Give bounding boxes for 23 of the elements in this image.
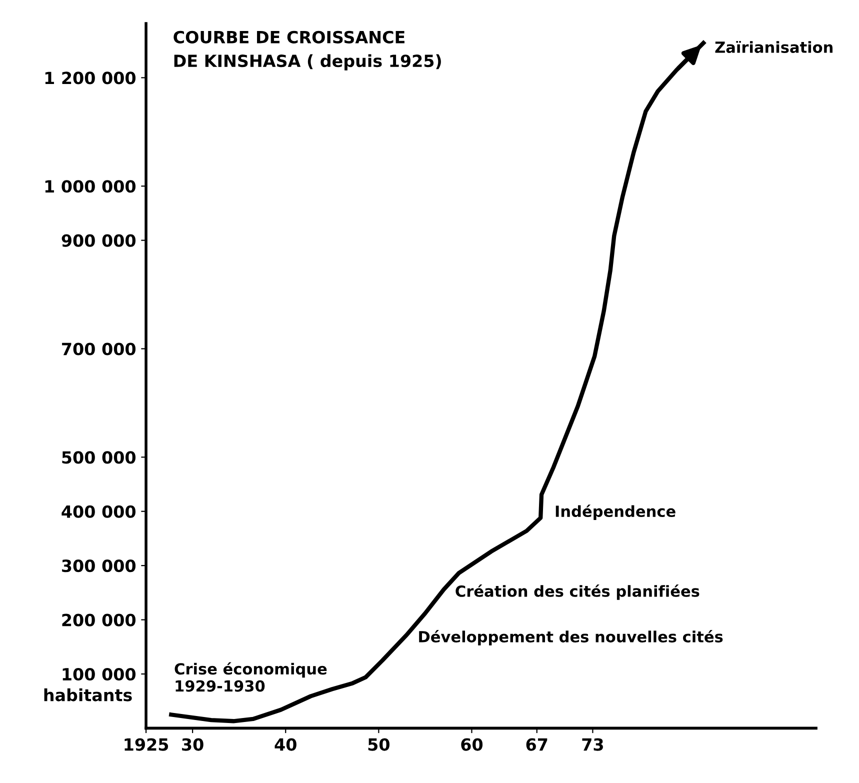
annotation: Indépendence <box>556 504 676 520</box>
annotation: Développement des nouvelles cités <box>419 630 723 646</box>
y-tick-label: 1 000 000 <box>45 180 136 193</box>
annotation: Création des cités planifiées <box>456 584 700 600</box>
y-tick-label: 100 000 <box>62 668 136 681</box>
x-tick-label: 60 <box>461 738 483 751</box>
x-tick-label: 1925 <box>124 738 168 751</box>
x-tick-label: 40 <box>274 738 296 751</box>
y-tick-label: 500 000 <box>62 451 136 464</box>
y-tick-label: 200 000 <box>62 614 136 626</box>
x-tick-label: 73 <box>582 738 603 751</box>
y-tick-label: 1 200 000 <box>45 72 136 84</box>
y-tick-label: 400 000 <box>62 505 136 518</box>
x-tick-label: 50 <box>368 738 390 751</box>
annotation: Crise économique 1929-1930 <box>174 662 327 692</box>
y-tick-label: 900 000 <box>62 234 136 247</box>
y-tick-label: 300 000 <box>62 560 136 572</box>
x-tick-label: 30 <box>182 738 204 751</box>
y-tick-label: 700 000 <box>62 342 136 356</box>
annotation: Zaïrianisation <box>715 40 832 53</box>
y-axis-title: habitants <box>44 688 132 702</box>
text: COURBE DE CROISSANCE DE KINSHASA ( depuis 1925) <box>174 30 441 70</box>
x-tick-label: 67 <box>526 738 548 751</box>
